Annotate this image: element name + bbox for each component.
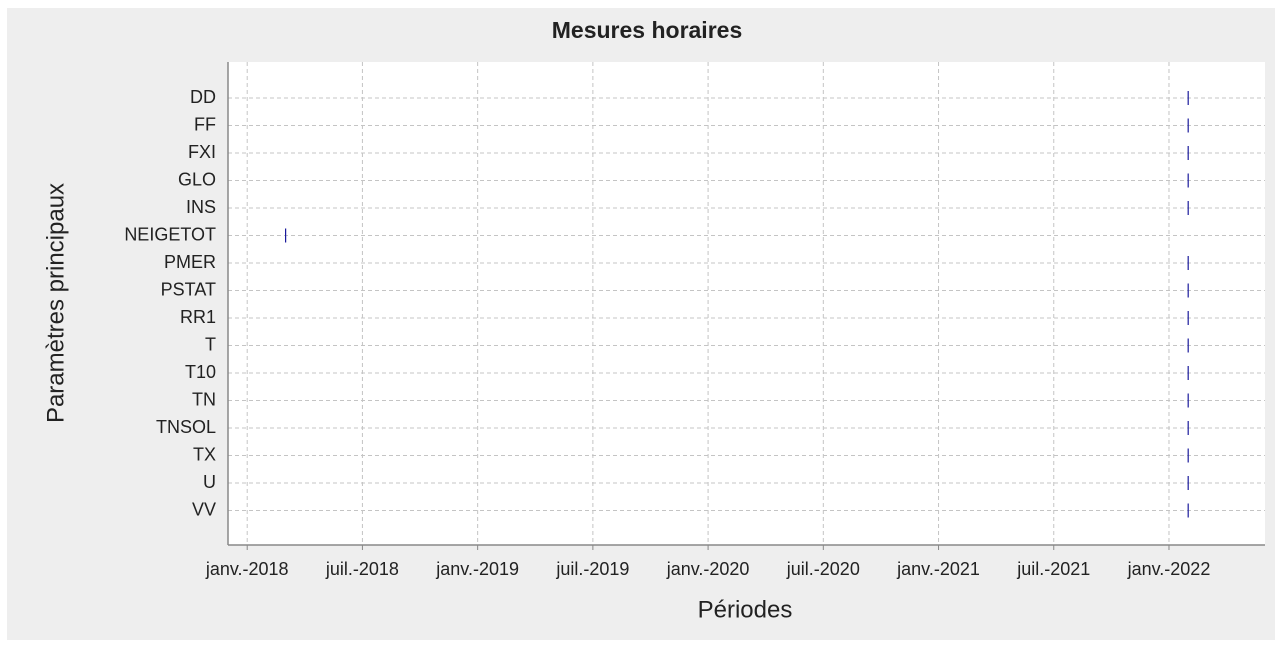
y-tick-label: PSTAT	[161, 279, 216, 299]
y-tick-label: VV	[192, 499, 216, 519]
x-tick-label: juil.-2018	[325, 559, 399, 579]
x-tick-label: janv.-2018	[205, 559, 289, 579]
y-tick-label: INS	[186, 197, 216, 217]
y-tick-label: TX	[193, 444, 216, 464]
x-tick-label: janv.-2019	[435, 559, 519, 579]
x-tick-label: juil.-2021	[1016, 559, 1090, 579]
y-tick-label: NEIGETOT	[124, 224, 216, 244]
chart-title: Mesures horaires	[552, 17, 742, 43]
y-tick-label: GLO	[178, 169, 216, 189]
x-tick-label: janv.-2020	[666, 559, 750, 579]
y-tick-label: U	[203, 472, 216, 492]
plot-area	[228, 62, 1265, 545]
y-tick-label: DD	[190, 87, 216, 107]
x-axis-label: Périodes	[698, 596, 793, 623]
y-tick-label: FF	[194, 114, 216, 134]
y-tick-label: FXI	[188, 142, 216, 162]
y-axis-label: Paramètres principaux	[42, 183, 69, 423]
y-tick-label: RR1	[180, 307, 216, 327]
x-tick-label: janv.-2021	[896, 559, 980, 579]
y-tick-label: TNSOL	[156, 417, 216, 437]
y-tick-label: T	[205, 334, 216, 354]
y-tick-label: T10	[185, 362, 216, 382]
x-tick-label: juil.-2019	[555, 559, 629, 579]
x-tick-label: janv.-2022	[1127, 559, 1211, 579]
x-tick-label: juil.-2020	[786, 559, 860, 579]
y-tick-label: PMER	[164, 252, 216, 272]
y-tick-label: TN	[192, 389, 216, 409]
